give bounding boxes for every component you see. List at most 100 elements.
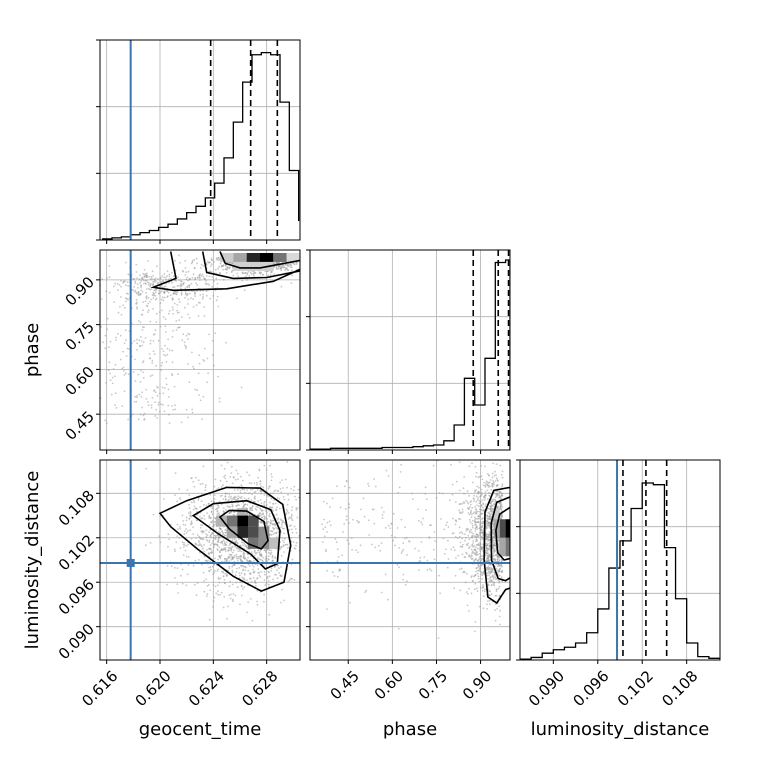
- sample-point: [478, 475, 481, 478]
- sample-point: [182, 283, 185, 286]
- sample-point: [157, 278, 159, 280]
- sample-point: [219, 577, 222, 580]
- sample-point: [473, 588, 476, 591]
- sample-point: [193, 501, 196, 504]
- sample-point: [397, 491, 400, 494]
- sample-point: [176, 567, 179, 569]
- sample-point: [210, 510, 213, 513]
- sample-point: [253, 560, 255, 562]
- sample-point: [402, 548, 405, 551]
- sample-point: [184, 549, 187, 552]
- sample-point: [185, 409, 188, 411]
- sample-point: [460, 512, 463, 514]
- sample-point: [183, 341, 186, 344]
- sample-point: [241, 279, 244, 282]
- sample-point: [302, 521, 304, 523]
- sample-point: [242, 272, 245, 275]
- sample-point: [148, 282, 151, 284]
- sample-point: [232, 600, 234, 603]
- sample-point: [240, 550, 243, 553]
- sample-point: [254, 551, 256, 554]
- sample-point: [268, 509, 270, 512]
- sample-point: [223, 540, 226, 543]
- sample-point: [240, 484, 243, 486]
- sample-point: [420, 541, 423, 543]
- sample-point: [142, 341, 145, 344]
- sample-point: [501, 580, 503, 582]
- sample-point: [304, 495, 306, 497]
- sample-point: [196, 582, 199, 584]
- sample-point: [500, 558, 503, 561]
- sample-point: [242, 505, 245, 507]
- sample-point: [471, 462, 473, 464]
- sample-point: [487, 534, 490, 536]
- sample-point: [484, 497, 487, 499]
- sample-point: [287, 517, 290, 520]
- sample-point: [231, 551, 234, 554]
- sample-point: [151, 374, 154, 376]
- sample-point: [212, 505, 215, 507]
- sample-point: [213, 521, 216, 523]
- sample-point: [238, 537, 240, 540]
- sample-point: [474, 523, 477, 526]
- sample-point: [185, 545, 188, 547]
- sample-point: [150, 406, 153, 409]
- sample-point: [259, 507, 261, 510]
- sample-point: [199, 506, 202, 508]
- sample-point: [160, 403, 163, 405]
- sample-point: [494, 609, 497, 611]
- sample-point: [501, 570, 503, 573]
- sample-point: [249, 598, 252, 600]
- sample-point: [488, 553, 491, 556]
- sample-point: [302, 261, 304, 263]
- sample-point: [198, 559, 200, 561]
- sample-point: [209, 517, 212, 520]
- sample-point: [275, 531, 278, 534]
- sample-point: [137, 291, 140, 293]
- sample-point: [230, 497, 232, 500]
- sample-point: [291, 558, 294, 561]
- sample-point: [191, 411, 194, 414]
- sample-point: [144, 273, 147, 275]
- sample-point: [231, 555, 234, 558]
- sample-point: [304, 262, 306, 264]
- sample-point: [168, 273, 171, 276]
- sample-point: [155, 288, 158, 291]
- sample-point: [410, 492, 413, 495]
- sample-point: [489, 514, 492, 517]
- sample-point: [223, 467, 226, 470]
- sample-point: [281, 588, 284, 591]
- sample-point: [302, 548, 304, 550]
- sample-point: [188, 517, 191, 520]
- sample-point: [115, 407, 118, 409]
- sample-point: [295, 507, 298, 510]
- sample-point: [114, 404, 116, 407]
- sample-point: [474, 518, 477, 520]
- sample-point: [399, 471, 402, 473]
- sample-point: [231, 571, 234, 574]
- sample-point: [487, 578, 489, 580]
- sample-point: [443, 528, 446, 531]
- sample-point: [214, 538, 217, 540]
- sample-point: [419, 556, 422, 559]
- sample-point: [142, 360, 145, 362]
- sample-point: [219, 262, 222, 265]
- sample-point: [119, 334, 122, 337]
- contours-phase_vs_geocent_time: [150, 251, 300, 292]
- sample-point: [227, 546, 230, 549]
- sample-point: [265, 504, 268, 506]
- sample-point: [224, 264, 227, 266]
- sample-point: [187, 270, 190, 273]
- sample-point: [218, 397, 221, 400]
- sample-point: [261, 555, 263, 558]
- sample-point: [134, 380, 137, 382]
- sample-point: [466, 572, 468, 575]
- sample-point: [301, 506, 303, 508]
- sample-point: [247, 569, 250, 572]
- sample-point: [256, 488, 259, 491]
- sample-point: [479, 534, 481, 537]
- sample-point: [242, 588, 244, 590]
- sample-point: [181, 568, 184, 571]
- sample-point: [478, 502, 481, 505]
- sample-point: [460, 545, 463, 548]
